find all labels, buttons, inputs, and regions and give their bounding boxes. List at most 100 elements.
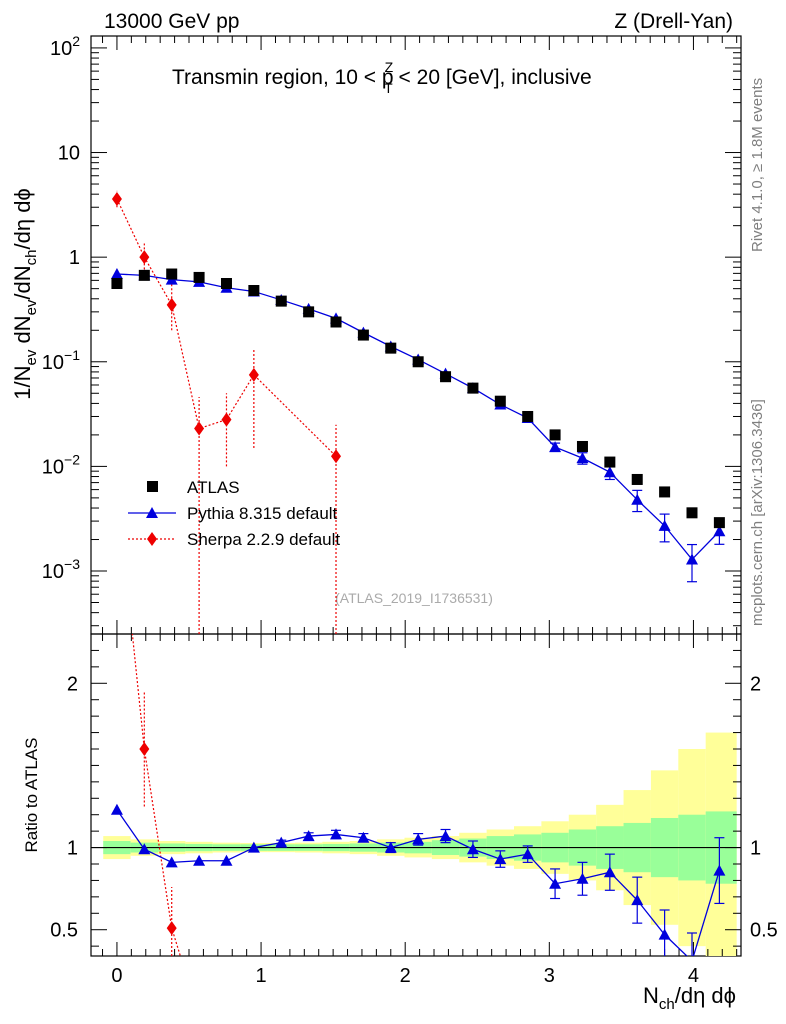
atlas-point xyxy=(248,285,260,297)
pythia-ratio-point xyxy=(357,831,370,843)
ratio-y-tick-label: 2 xyxy=(67,673,78,695)
atlas-point xyxy=(604,456,616,468)
sherpa-point xyxy=(331,449,342,464)
pythia-ratio-point xyxy=(247,841,260,853)
atlas-point xyxy=(659,486,671,498)
ratio-y-tick-label-right: 2 xyxy=(750,673,761,695)
pythia-point xyxy=(603,466,616,478)
y-tick-exponent: −3 xyxy=(64,556,80,572)
legend-atlas-label: ATLAS xyxy=(187,478,240,497)
ratio-y-tick-label-right: 0.5 xyxy=(750,920,778,942)
plot-title-text: Transmin region, 10 < p xyxy=(172,66,394,89)
y-tick-exponent: 2 xyxy=(72,33,80,49)
pythia-ratio-point xyxy=(302,830,315,842)
y-tick-label: 10 xyxy=(58,143,80,165)
y-tick-base: 10 xyxy=(42,456,64,478)
x-tick-label: 1 xyxy=(256,965,267,987)
y-tick-base: 10 xyxy=(50,38,72,60)
sherpa-point xyxy=(166,297,177,312)
legend-pythia-label: Pythia 8.315 default xyxy=(187,504,338,523)
y-tick-label: 10−2 xyxy=(42,451,80,478)
y-tick-base: 10 xyxy=(42,561,64,583)
pythia-ratio-point xyxy=(494,853,507,865)
pythia-point xyxy=(713,525,726,537)
atlas-point xyxy=(303,306,315,318)
x-tick-label: 0 xyxy=(111,965,122,987)
ratio-y-tick-label-right: 1 xyxy=(750,838,761,860)
pythia-point xyxy=(110,268,123,280)
pythia-ratio-point xyxy=(631,894,644,906)
pythia-ratio-point xyxy=(412,833,425,845)
pythia-ratio-point xyxy=(603,866,616,878)
atlas-point xyxy=(357,329,369,341)
atlas-point xyxy=(522,410,534,422)
pythia-ratio-point xyxy=(658,928,671,940)
main-series xyxy=(110,190,726,634)
legend-pythia-marker xyxy=(146,507,158,518)
pythia-ratio-point xyxy=(713,864,726,876)
pythia-ratio-point xyxy=(384,841,397,853)
pythia-ratio-point xyxy=(220,854,233,866)
pythia-point xyxy=(685,553,698,565)
atlas-point xyxy=(330,316,342,328)
ratio-y-tick-label: 0.5 xyxy=(50,920,78,942)
analysis-watermark: (ATLAS_2019_I1736531) xyxy=(335,590,493,606)
pythia-ratio-point xyxy=(466,843,479,855)
pythia-ratio-point xyxy=(110,803,123,815)
atlas-point xyxy=(412,356,424,368)
y-tick-base: 10 xyxy=(58,143,80,165)
x-tick-label: 2 xyxy=(400,965,411,987)
pythia-point xyxy=(549,441,562,453)
sherpa-point xyxy=(248,367,259,382)
main-y-axis-label: 1/Nev dNev/dNch/dη dϕ xyxy=(10,188,40,400)
legend: ATLAS Pythia 8.315 default Sherpa 2.2.9 … xyxy=(128,478,340,549)
atlas-point xyxy=(440,371,452,383)
y-tick-base: 10 xyxy=(42,352,64,374)
pythia-ratio-point xyxy=(521,848,534,860)
legend-sherpa-marker xyxy=(147,532,157,546)
pythia-ratio-point xyxy=(275,836,288,848)
pythia-ratio-point xyxy=(576,872,589,884)
sherpa-ratio-point xyxy=(166,921,177,936)
atlas-point xyxy=(686,507,698,519)
y-tick-exponent: −1 xyxy=(64,347,80,363)
rivet-label: Rivet 4.1.0, ≥ 1.8M events xyxy=(749,78,766,252)
plot-title-sub: T xyxy=(384,80,393,96)
pythia-ratio-point xyxy=(330,828,343,840)
atlas-point xyxy=(467,382,479,394)
plot-title-sup: Z xyxy=(385,59,394,75)
plot-title-rest: < 20 [GeV], inclusive xyxy=(393,66,592,89)
x-tick-label: 3 xyxy=(544,965,555,987)
energy-label: 13000 GeV pp xyxy=(104,10,239,33)
x-axis-label: Nch/dη dϕ xyxy=(643,983,736,1013)
x-tick-label: 4 xyxy=(688,965,699,987)
ratio-plot-frame xyxy=(90,633,742,957)
pythia-ratio-point xyxy=(193,854,206,866)
atlas-point xyxy=(111,278,123,290)
atlas-point xyxy=(494,395,506,407)
pythia-point xyxy=(658,519,671,531)
ratio-y-axis-label: Ratio to ATLAS xyxy=(22,738,41,853)
sherpa-ratio-line xyxy=(131,634,181,956)
ratio-series xyxy=(110,634,726,956)
y-tick-label: 10−3 xyxy=(42,556,80,583)
process-label: Z (Drell-Yan) xyxy=(614,10,733,33)
atlas-point xyxy=(166,268,178,280)
pythia-ratio-point xyxy=(439,830,452,842)
atlas-point xyxy=(138,269,150,281)
atlas-point xyxy=(220,278,232,290)
atlas-point xyxy=(385,342,397,354)
mcplots-label: mcplots.cern.ch [arXiv:1306.3436] xyxy=(749,399,766,626)
sherpa-point xyxy=(139,250,150,265)
sherpa-ratio-point xyxy=(139,742,150,756)
y-tick-exponent: −2 xyxy=(64,451,80,467)
legend-sherpa-label: Sherpa 2.2.9 default xyxy=(187,530,340,549)
ratio-y-tick-label: 1 xyxy=(67,838,78,860)
atlas-point xyxy=(275,295,287,307)
sherpa-point xyxy=(111,191,122,206)
atlas-point xyxy=(549,429,561,441)
atlas-point xyxy=(631,473,643,485)
atlas-point xyxy=(713,517,725,529)
pythia-ratio-point xyxy=(549,877,562,889)
